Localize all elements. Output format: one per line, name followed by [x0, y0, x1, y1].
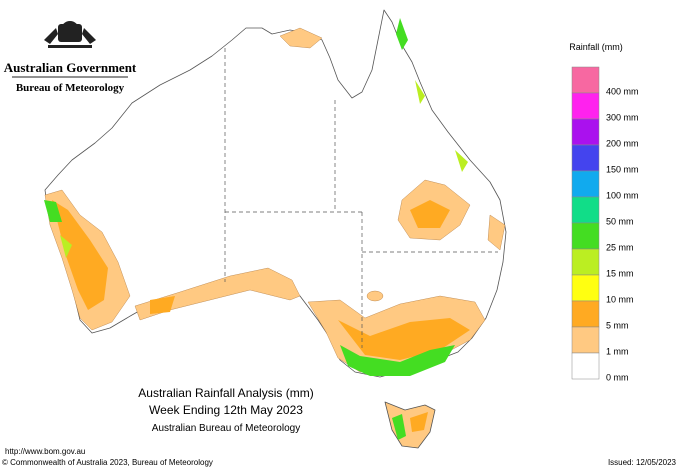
legend-swatch [571, 170, 600, 198]
map-source: Australian Bureau of Meteorology [152, 423, 300, 434]
legend-swatch [571, 248, 600, 276]
legend-title: Rainfall (mm) [569, 42, 623, 52]
legend-label: 0 mm [606, 372, 629, 382]
legend-label: 400 mm [606, 86, 639, 96]
issued: Issued: 12/05/2023 [608, 458, 677, 467]
bureau-name: Bureau of Meteorology [16, 82, 125, 94]
australia-map [44, 9, 507, 449]
legend-label: 25 mm [606, 242, 634, 252]
legend-swatch [571, 144, 600, 172]
legend-swatch [571, 300, 600, 328]
tasmania [384, 401, 436, 449]
legend-swatch [571, 352, 600, 380]
crest [44, 21, 96, 48]
legend-label: 50 mm [606, 216, 634, 226]
legend-swatch [571, 222, 600, 250]
url: http://www.bom.gov.au [5, 447, 85, 456]
legend-swatch [571, 196, 600, 224]
legend-label: 150 mm [606, 164, 639, 174]
legend-label: 300 mm [606, 112, 639, 122]
copyright: © Commonwealth of Australia 2023, Bureau… [2, 458, 213, 467]
legend-swatch [571, 274, 600, 302]
legend-swatch [571, 92, 600, 120]
legend-label: 100 mm [606, 190, 639, 200]
legend-label: 1 mm [606, 346, 629, 356]
legend-swatch [571, 66, 600, 94]
legend-label: 200 mm [606, 138, 639, 148]
gov-name: Australian Government [4, 60, 137, 75]
legend-label: 5 mm [606, 320, 629, 330]
map-title: Australian Rainfall Analysis (mm) [138, 386, 313, 400]
map-subtitle: Week Ending 12th May 2023 [149, 403, 303, 417]
legend-swatch [571, 118, 600, 146]
legend-swatch [571, 326, 600, 354]
legend-label: 10 mm [606, 294, 634, 304]
legend: 400 mm 300 mm 200 mm 150 mm 100 mm 50 mm 25 mm… [571, 66, 639, 382]
legend-label: 15 mm [606, 268, 634, 278]
